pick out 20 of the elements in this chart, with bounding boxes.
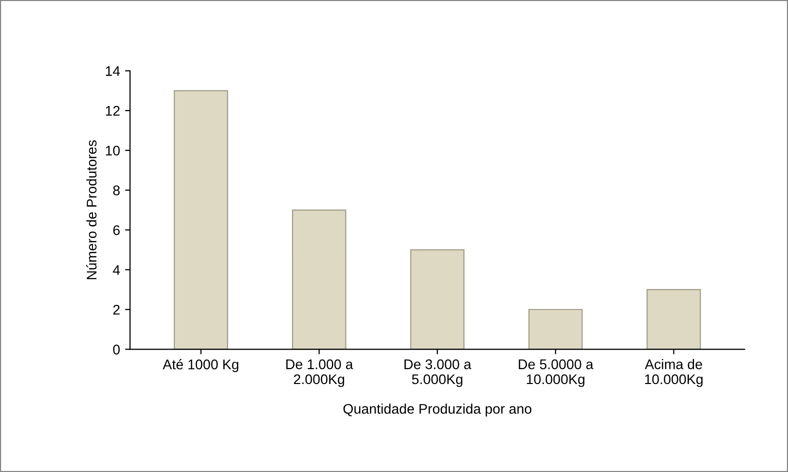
bar (410, 249, 464, 350)
x-tick-label: Acima de 10.000Kg (644, 359, 703, 387)
x-tick-label: De 1.000 a 2.000Kg (286, 359, 354, 387)
y-tick-label: 10 (106, 146, 120, 156)
bar (174, 90, 228, 350)
y-tick-label: 14 (106, 66, 120, 76)
x-axis-title: Quantidade Produzida por ano (343, 404, 532, 417)
x-tick-label: Até 1000 Kg (162, 359, 238, 372)
bar (292, 209, 346, 350)
x-tick-label: De 5.0000 a 10.000Kg (518, 359, 594, 387)
y-tick-label: 0 (113, 344, 120, 354)
y-tick-label: 6 (113, 225, 120, 236)
bar (646, 289, 701, 350)
y-tick-label: 4 (112, 265, 120, 275)
y-axis-title: Número de Produtores (86, 140, 97, 280)
bar (528, 308, 583, 350)
y-tick-label: 12 (106, 106, 120, 116)
y-tick-label: 8 (113, 185, 120, 196)
y-tick-label: 2 (113, 304, 120, 315)
x-tick-label: De 3.000 a 5.000Kg (404, 359, 472, 387)
